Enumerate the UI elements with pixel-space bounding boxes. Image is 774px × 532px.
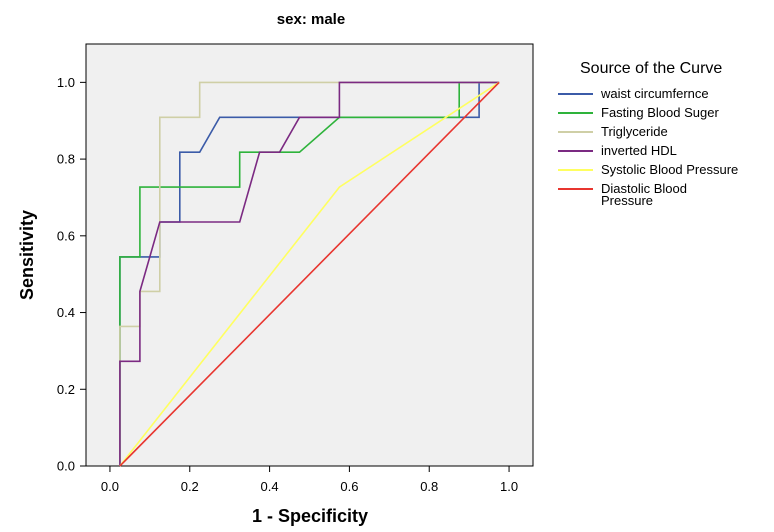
legend: waist circumfernce Fasting Blood Suger Tri… (558, 86, 738, 208)
series-line-systolic-blood-pressure (119, 81, 500, 467)
y-axis-title: Sensitivity (17, 210, 37, 300)
legend-label: Diastolic Blood (601, 181, 687, 196)
y-tick-label: 0.8 (57, 152, 75, 167)
series-line-diastolic-blood-pressure (119, 81, 500, 467)
x-tick-label: 0.0 (101, 479, 119, 494)
legend-label: Pressure (601, 193, 653, 208)
series-line-inverted-hdl (119, 81, 500, 466)
legend-label: Triglyceride (601, 124, 668, 139)
y-tick-label: 0.6 (57, 228, 75, 243)
plot-area (85, 43, 534, 467)
series-line-triglyceride (119, 81, 500, 466)
series-line-waist-circumfernce (119, 81, 500, 466)
legend-label: Systolic Blood Pressure (601, 162, 738, 177)
x-tick-label: 0.4 (261, 479, 279, 494)
x-axis-title: 1 - Specificity (252, 506, 368, 526)
curve-lines (119, 81, 500, 467)
chart-title: sex: male (277, 11, 345, 28)
x-tick-label: 1.0 (500, 479, 518, 494)
y-tick-label: 1.0 (57, 75, 75, 90)
y-tick-label: 0.4 (57, 305, 75, 320)
y-tick-label: 0.2 (57, 382, 75, 397)
x-tick-label: 0.6 (340, 479, 358, 494)
legend-label: Fasting Blood Suger (601, 105, 719, 120)
legend-title: Source of the Curve (580, 60, 722, 77)
x-tick-label: 0.2 (181, 479, 199, 494)
x-tick-label: 0.8 (420, 479, 438, 494)
y-tick-label: 0.0 (57, 459, 75, 474)
axis-ticks: 0.0 0.2 0.4 0.6 0.8 1.0 0.0 0.2 0.4 0.6 0.8 1.0 (57, 75, 518, 494)
legend-label: waist circumfernce (600, 86, 709, 101)
legend-label: inverted HDL (601, 143, 677, 158)
